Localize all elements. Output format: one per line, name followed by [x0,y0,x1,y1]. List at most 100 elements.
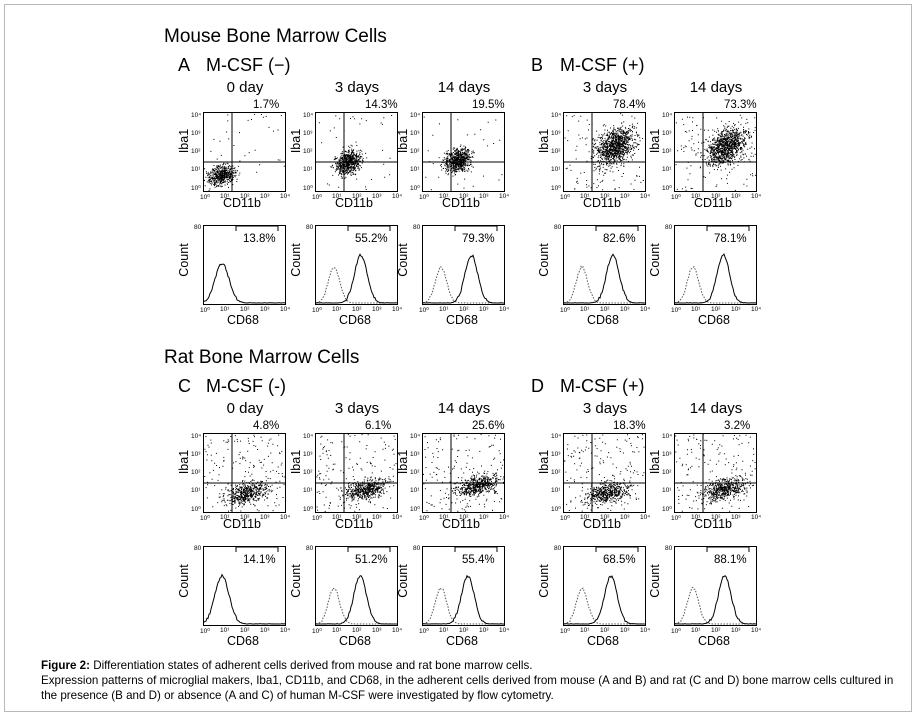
hist-xtick-d-1-0: 10⁰ [671,628,681,635]
hist-xtick-a-2-1: 10¹ [439,306,449,313]
gate-marker [347,225,391,231]
panel-condition-a: M-CSF (−) [206,55,291,75]
histogram-a-1 [315,225,398,305]
scatter-xtick-a-0-0: 10⁰ [200,194,210,201]
scatter-ytick-d-0-3: 10³ [551,451,561,458]
scatter-points [204,434,285,512]
hist-xlabel-c-1: CD68 [339,634,371,648]
hist-xtick-b-0-2: 10² [600,306,610,313]
scatter-xtick-a-2-1: 10¹ [439,193,449,200]
hist-ytop-c-0: 80 [194,545,202,552]
scatter-xtick-b-1-0: 10⁰ [671,194,681,201]
scatter-ytick-d-1-2: 10² [662,469,672,476]
scatter-points [318,115,393,190]
scatter-xtick-b-1-3: 10³ [731,193,741,200]
isotype-control-curve [422,266,504,304]
histogram-b-1 [674,225,757,305]
scatter-ytick-c-1-4: 10⁴ [303,433,314,440]
scatter-percent-c-0: 4.8% [253,420,280,432]
scatter-ytick-c-2-3: 10³ [410,451,420,458]
scatter-xtick-d-1-3: 10³ [731,514,741,521]
hist-ylabel-b-0: Count [537,243,551,277]
hist-percent-d-0: 68.5% [603,554,636,566]
cd68-histogram-curve [674,253,757,304]
hist-xlabel-a-1: CD68 [339,313,371,327]
gate-marker [595,546,639,552]
scatter-xtick-a-1-4: 10⁴ [392,193,403,200]
scatter-ytick-a-1-4: 10⁴ [303,112,314,119]
hist-xtick-b-1-3: 10³ [731,306,741,313]
scatter-plot-d-0 [563,433,646,513]
scatter-xtick-d-1-1: 10¹ [691,514,701,521]
scatter-frame [422,433,505,513]
scatter-xtick-a-0-4: 10⁴ [280,193,291,200]
hist-ytop-a-0: 80 [194,224,202,231]
hist-xtick-b-1-4: 10⁴ [751,306,762,313]
section-title-mouse: Mouse Bone Marrow Cells [164,26,387,47]
scatter-xtick-c-2-0: 10⁰ [419,515,429,522]
scatter-ylabel-c-1: Iba1 [289,449,303,475]
section-title-rat: Rat Bone Marrow Cells [164,347,360,368]
day-label-d-1: 14 days [689,400,743,417]
hist-xlabel-c-0: CD68 [227,634,259,648]
hist-xtick-c-0-0: 10⁰ [200,628,210,635]
scatter-xtick-a-2-0: 10⁰ [419,194,429,201]
hist-xtick-c-2-2: 10² [459,627,469,634]
hist-xtick-a-0-0: 10⁰ [200,307,210,314]
scatter-ytick-d-1-3: 10³ [662,451,672,458]
hist-xlabel-b-1: CD68 [698,313,730,327]
scatter-percent-b-0: 78.4% [613,99,646,111]
cd68-histogram-curve [422,254,504,304]
hist-percent-a-0: 13.8% [243,233,276,245]
scatter-percent-c-2: 25.6% [472,420,505,432]
scatter-plot-c-1 [315,433,398,513]
scatter-ytick-c-0-1: 10¹ [191,487,201,494]
scatter-ytick-a-2-3: 10³ [410,130,420,137]
gate-marker [454,546,498,552]
scatter-ytick-b-0-2: 10² [551,148,561,155]
hist-ytop-c-2: 80 [413,545,421,552]
scatter-dots [316,434,397,512]
histogram-a-2 [422,225,505,305]
scatter-frame [203,433,286,513]
scatter-xtick-a-0-2: 10² [240,193,250,200]
gate-marker [706,225,750,231]
scatter-ylabel-a-0: Iba1 [177,128,191,154]
scatter-plot-a-0 [203,112,286,192]
hist-xlabel-d-0: CD68 [587,634,619,648]
hist-xtick-c-1-1: 10¹ [332,627,342,634]
scatter-ytick-b-0-0: 10⁰ [551,185,561,192]
scatter-frame [422,112,505,192]
scatter-xtick-b-0-2: 10² [600,193,610,200]
day-label-a-2: 14 days [437,79,491,96]
scatter-ytick-a-1-0: 10⁰ [303,185,313,192]
histogram-d-1 [674,546,757,626]
scatter-points [316,434,397,512]
hist-xtick-b-1-0: 10⁰ [671,307,681,314]
hist-xtick-a-1-0: 10⁰ [312,307,322,314]
scatter-xtick-d-0-3: 10³ [620,514,630,521]
scatter-ylabel-b-1: Iba1 [648,128,662,154]
hist-ytop-a-2: 80 [413,224,421,231]
scatter-ytick-a-2-2: 10² [410,148,420,155]
scatter-ytick-a-1-3: 10³ [303,130,313,137]
scatter-ylabel-a-1: Iba1 [289,128,303,154]
hist-ylabel-c-2: Count [396,564,410,598]
hist-ylabel-a-0: Count [177,243,191,277]
isotype-control-curve [315,587,397,625]
scatter-ytick-a-0-1: 10¹ [191,166,201,173]
gate-marker [706,546,750,552]
scatter-ytick-c-0-2: 10² [191,469,201,476]
scatter-plot-c-2 [422,433,505,513]
cd68-histogram-curve [422,574,504,625]
caption-title: Differentiation states of adherent cells… [89,659,533,672]
scatter-ytick-c-2-0: 10⁰ [410,506,420,513]
scatter-ytick-d-0-2: 10² [551,469,561,476]
scatter-xtick-a-2-4: 10⁴ [499,193,510,200]
scatter-ylabel-d-0: Iba1 [537,449,551,475]
hist-xtick-c-0-4: 10⁴ [280,627,291,634]
caption-body: Expression patterns of microglial makers… [41,674,894,702]
gate-marker [595,225,639,231]
hist-percent-a-2: 79.3% [462,233,495,245]
scatter-xtick-d-1-0: 10⁰ [671,515,681,522]
